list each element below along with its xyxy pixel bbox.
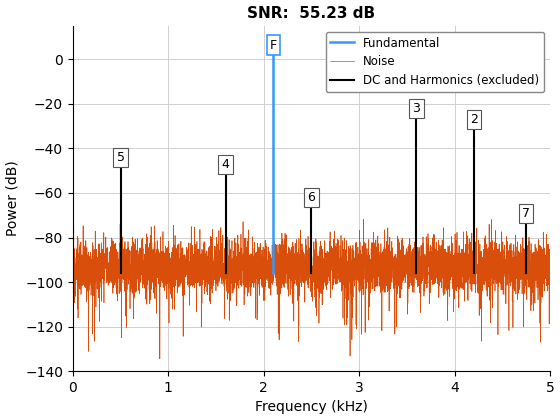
DC and Harmonics (excluded) bbox=[470, 123, 477, 129]
Legend: Fundamental, Noise, DC and Harmonics (excluded): Fundamental, Noise, DC and Harmonics (ex… bbox=[325, 32, 544, 92]
Text: 3: 3 bbox=[413, 102, 421, 115]
Y-axis label: Power (dB): Power (dB) bbox=[6, 161, 20, 236]
Noise bbox=[156, 275, 163, 280]
Text: 2: 2 bbox=[470, 113, 478, 126]
Text: 6: 6 bbox=[307, 191, 315, 204]
Fundamental bbox=[270, 50, 277, 55]
Line: Noise: Noise bbox=[73, 219, 550, 359]
Noise bbox=[252, 283, 259, 288]
Noise bbox=[156, 356, 163, 361]
Noise bbox=[547, 289, 553, 294]
Fundamental bbox=[270, 270, 277, 276]
Noise bbox=[360, 217, 367, 222]
Text: 5: 5 bbox=[116, 151, 124, 164]
Noise bbox=[69, 257, 76, 262]
Noise bbox=[356, 255, 362, 260]
X-axis label: Frequency (kHz): Frequency (kHz) bbox=[255, 400, 368, 415]
DC and Harmonics (excluded) bbox=[470, 270, 477, 276]
Text: F: F bbox=[270, 39, 277, 52]
Noise bbox=[462, 280, 469, 285]
Title: SNR:  55.23 dB: SNR: 55.23 dB bbox=[248, 5, 376, 21]
Noise bbox=[426, 281, 432, 286]
Text: 4: 4 bbox=[222, 158, 230, 171]
Text: 7: 7 bbox=[522, 207, 530, 220]
Noise bbox=[380, 255, 387, 260]
